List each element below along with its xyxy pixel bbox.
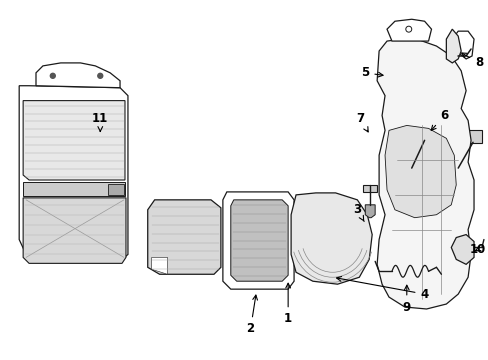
Text: 1: 1 [284,283,292,325]
Text: 5: 5 [361,66,382,79]
Polygon shape [376,39,473,309]
Text: 6: 6 [430,109,447,130]
Text: 2: 2 [246,295,257,336]
Text: 9: 9 [402,285,410,314]
Polygon shape [363,185,376,192]
Polygon shape [36,63,120,88]
Text: 10: 10 [469,243,485,256]
Polygon shape [450,235,473,264]
Polygon shape [230,200,287,281]
Polygon shape [465,130,481,143]
Text: 4: 4 [336,276,428,301]
Polygon shape [384,125,455,218]
Polygon shape [108,184,124,195]
Polygon shape [386,19,430,41]
Polygon shape [451,31,473,59]
Polygon shape [23,182,125,196]
Circle shape [50,73,55,78]
Polygon shape [446,29,460,63]
Text: 3: 3 [352,203,364,221]
Polygon shape [365,205,374,218]
Circle shape [405,26,411,32]
Text: 7: 7 [356,112,367,132]
Polygon shape [290,193,371,284]
Polygon shape [151,257,167,274]
Text: 11: 11 [92,112,108,131]
Polygon shape [147,200,221,274]
Polygon shape [19,86,128,261]
Text: 8: 8 [461,53,482,69]
Polygon shape [23,100,125,180]
Polygon shape [23,198,126,264]
Polygon shape [223,192,293,289]
Circle shape [98,73,102,78]
Polygon shape [418,130,434,143]
